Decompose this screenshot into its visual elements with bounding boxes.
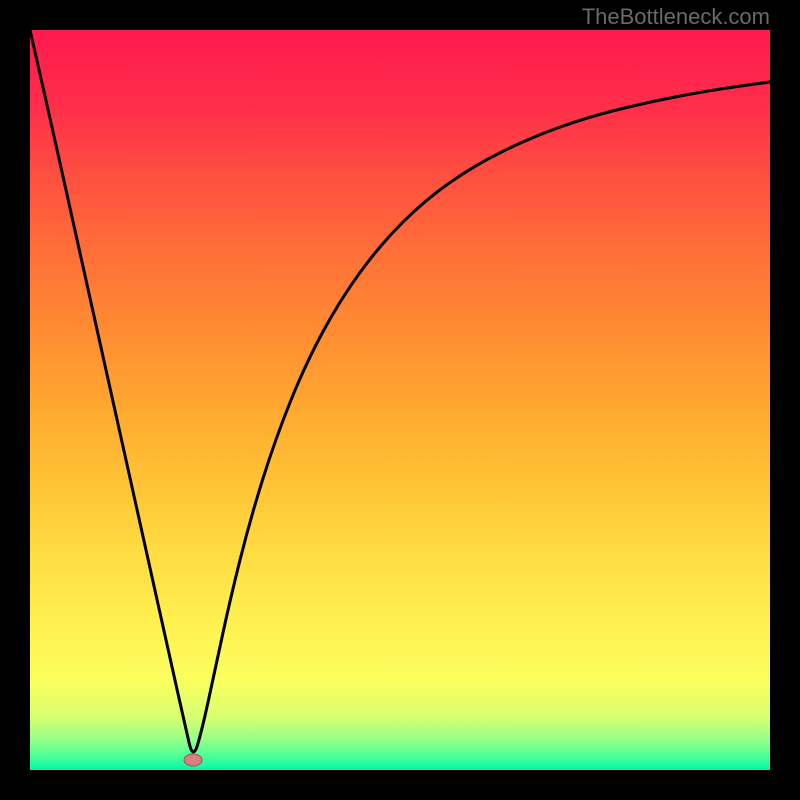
chart-container: TheBottleneck.com	[0, 0, 800, 800]
watermark-text: TheBottleneck.com	[582, 4, 770, 30]
bottleneck-curve	[30, 30, 770, 752]
plot-area	[30, 30, 770, 770]
vertex-marker	[184, 754, 202, 766]
curve-layer	[30, 30, 770, 770]
